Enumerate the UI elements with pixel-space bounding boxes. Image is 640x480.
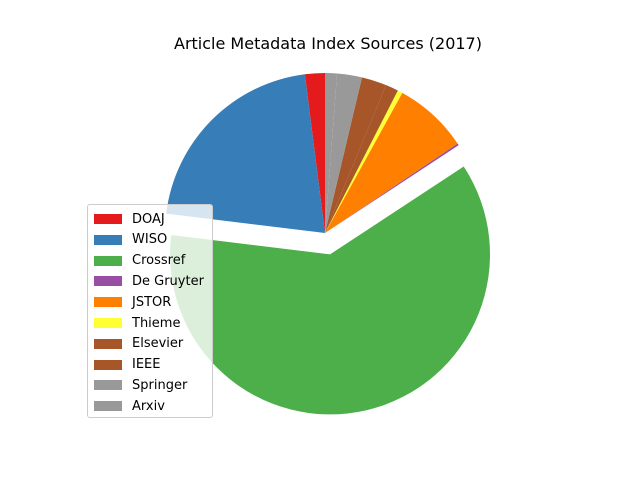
pie-slice-ieee: [325, 77, 386, 233]
legend-label: WISO: [132, 232, 168, 248]
legend-item: IEEE: [94, 356, 160, 374]
legend-label: Crossref: [132, 253, 186, 269]
legend-item: De Gruyter: [94, 272, 204, 290]
chart-title: Article Metadata Index Sources (2017): [174, 34, 482, 53]
pie-slices: [166, 73, 491, 415]
legend-label: Elsevier: [132, 336, 184, 352]
legend-swatch: [94, 359, 122, 370]
pie-slice-wiso: [166, 74, 325, 233]
pie-slice-de-gruyter: [325, 143, 459, 233]
legend-swatch: [94, 276, 122, 287]
pie-slice-thieme: [325, 90, 403, 233]
legend-item: Springer: [94, 376, 187, 394]
legend-item: WISO: [94, 231, 167, 249]
legend-item: JSTOR: [94, 293, 171, 311]
pie-slice-crossref: [170, 166, 491, 415]
legend-swatch: [94, 401, 122, 412]
legend-label: Arxiv: [132, 398, 165, 414]
legend-swatch: [94, 297, 122, 308]
pie-slice-arxiv: [325, 73, 338, 233]
legend-label: JSTOR: [132, 294, 172, 310]
legend-swatch: [94, 234, 122, 245]
legend-label: Springer: [132, 377, 188, 393]
legend-swatch: [94, 318, 122, 328]
pie-slice-springer: [325, 73, 362, 234]
legend-item: DOAJ: [94, 210, 165, 228]
pie-slice-jstor: [325, 92, 458, 233]
legend-swatch: [94, 255, 122, 266]
legend-label: Thieme: [132, 315, 181, 331]
legend-swatch: [94, 214, 122, 224]
pie-slice-doaj: [304, 73, 325, 233]
legend-item: Thieme: [94, 314, 180, 332]
legend-label: DOAJ: [132, 211, 165, 227]
legend-item: Elsevier: [94, 335, 183, 353]
legend: DOAJ WISO Crossref De Gruyter JSTOR Thieme Els…: [87, 204, 213, 418]
legend-label: IEEE: [132, 357, 161, 373]
pie-slice-elsevier: [325, 85, 398, 233]
legend-item: Crossref: [94, 252, 185, 270]
legend-swatch: [94, 380, 122, 391]
legend-swatch: [94, 338, 122, 349]
legend-label: De Gruyter: [132, 273, 204, 289]
legend-item: Arxiv: [94, 397, 165, 415]
